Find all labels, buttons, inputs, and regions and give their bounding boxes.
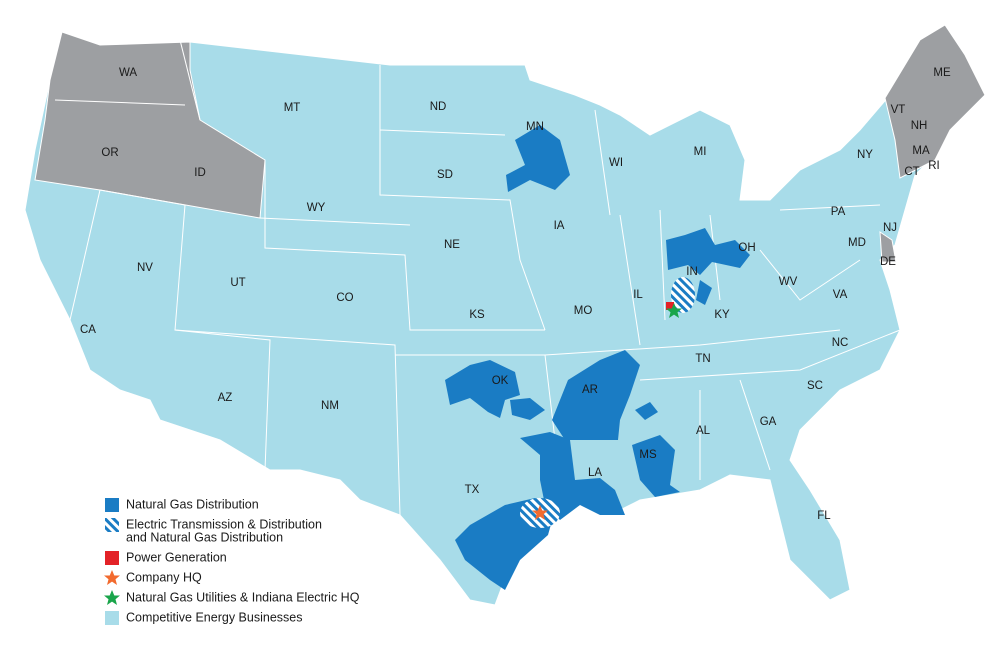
state-label: NC [832, 337, 849, 349]
legend: Natural Gas Distribution Electric Transmi… [104, 497, 360, 625]
state-label: OH [738, 242, 755, 254]
state-label: OK [492, 375, 509, 387]
state-label: OR [101, 147, 118, 159]
ms-north-area [635, 402, 658, 420]
state-label: KS [469, 309, 485, 321]
ok-area [445, 360, 520, 418]
new-england-region [884, 24, 986, 179]
state-label: IN [686, 266, 698, 278]
legend-swatch [104, 590, 120, 605]
state-label: MI [694, 146, 707, 158]
state-label: ND [430, 101, 447, 113]
state-label: VT [891, 104, 906, 116]
state-label: MD [848, 237, 866, 249]
state-label: NH [911, 120, 928, 132]
state-label: IL [633, 289, 643, 301]
state-label: WV [779, 276, 798, 288]
legend-label: Company HQ [126, 570, 202, 584]
legend-swatch [104, 570, 120, 585]
legend-label: and Natural Gas Distribution [126, 530, 283, 544]
state-label: FL [817, 510, 831, 522]
state-label: RI [928, 160, 940, 172]
ok-east-area [510, 398, 545, 420]
state-labels: WA OR ID MT ND MN WI MI NY ME VT NH MA CT RI PA NJ DE MD OH… [80, 67, 951, 522]
state-label: NE [444, 239, 460, 251]
state-label: MN [526, 121, 544, 133]
state-label: ID [194, 167, 206, 179]
state-label: MA [912, 145, 930, 157]
delaware-region [879, 231, 897, 263]
state-label: NM [321, 400, 339, 412]
land [24, 24, 986, 606]
state-label: NY [857, 149, 873, 161]
state-label: CA [80, 324, 96, 336]
state-label: IA [554, 220, 565, 232]
state-label: WY [307, 202, 326, 214]
legend-label: Power Generation [126, 550, 227, 564]
evansville-hatched-area [671, 277, 695, 313]
legend-swatch [105, 518, 119, 532]
northwest-region [34, 31, 266, 219]
state-label: NJ [883, 222, 897, 234]
ms-area [632, 435, 680, 497]
state-label: PA [831, 206, 846, 218]
legend-label: Competitive Energy Businesses [126, 610, 302, 624]
power-generation-site [666, 302, 674, 310]
ar-area [552, 350, 640, 440]
state-label: WA [119, 67, 137, 79]
state-label: NV [137, 262, 153, 274]
state-label: SD [437, 169, 453, 181]
legend-swatch [105, 611, 119, 625]
state-label: MO [574, 305, 593, 317]
state-label: TN [695, 353, 710, 365]
state-label: DE [880, 256, 896, 268]
state-label: SC [807, 380, 823, 392]
service-areas [445, 125, 750, 590]
legend-swatch [105, 551, 119, 565]
la-tx-area [520, 432, 625, 520]
state-label: VA [833, 289, 848, 301]
state-label: LA [588, 467, 602, 479]
state-label: KY [714, 309, 730, 321]
state-label: ME [933, 67, 951, 79]
legend-label: Natural Gas Utilities & Indiana Electric… [126, 590, 360, 604]
state-label: CO [336, 292, 353, 304]
state-label: CT [904, 166, 919, 178]
state-label: UT [230, 277, 245, 289]
mn-area [506, 125, 570, 192]
legend-label: Natural Gas Distribution [126, 497, 259, 511]
state-label: MT [284, 102, 301, 114]
in-south-area [696, 280, 712, 305]
state-label: AL [696, 425, 711, 437]
state-label: TX [465, 484, 480, 496]
in-oh-area [666, 228, 750, 275]
state-label: MS [639, 449, 657, 461]
state-label: WI [609, 157, 623, 169]
legend-label: Electric Transmission & Distribution [126, 517, 322, 531]
state-label: AZ [218, 392, 233, 404]
state-label: AR [582, 384, 598, 396]
state-label: GA [760, 416, 777, 428]
legend-swatch [105, 498, 119, 512]
